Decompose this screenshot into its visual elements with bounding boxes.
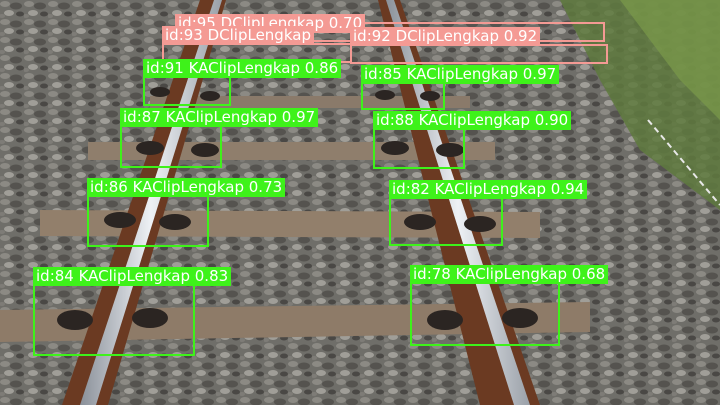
detection-box-82: id:82 KAClipLengkap 0.94 bbox=[389, 180, 588, 246]
detection-label-93: id:93 DClipLengkap bbox=[162, 26, 314, 45]
detection-box-84: id:84 KAClipLengkap 0.83 bbox=[33, 267, 232, 356]
detection-label-82: id:82 KAClipLengkap 0.94 bbox=[389, 180, 588, 199]
detection-box-88: id:88 KAClipLengkap 0.90 bbox=[373, 111, 572, 169]
detection-label-88: id:88 KAClipLengkap 0.90 bbox=[373, 111, 572, 130]
detection-box-86: id:86 KAClipLengkap 0.73 bbox=[87, 178, 286, 247]
detection-label-84: id:84 KAClipLengkap 0.83 bbox=[33, 267, 232, 286]
detection-label-87: id:87 KAClipLengkap 0.97 bbox=[120, 108, 319, 127]
detection-box-91: id:91 KAClipLengkap 0.86 bbox=[143, 59, 342, 106]
detection-label-91: id:91 KAClipLengkap 0.86 bbox=[143, 59, 342, 78]
detection-label-86: id:86 KAClipLengkap 0.73 bbox=[87, 178, 286, 197]
detection-label-92: id:92 DClipLengkap 0.92 bbox=[350, 27, 541, 46]
detection-label-85: id:85 KAClipLengkap 0.97 bbox=[361, 65, 560, 84]
detection-label-78: id:78 KAClipLengkap 0.68 bbox=[410, 265, 609, 284]
detection-box-85: id:85 KAClipLengkap 0.97 bbox=[361, 65, 560, 110]
detection-box-87: id:87 KAClipLengkap 0.97 bbox=[120, 108, 319, 168]
detection-box-78: id:78 KAClipLengkap 0.68 bbox=[410, 265, 609, 346]
detection-box-92: id:92 DClipLengkap 0.92 bbox=[350, 27, 608, 64]
